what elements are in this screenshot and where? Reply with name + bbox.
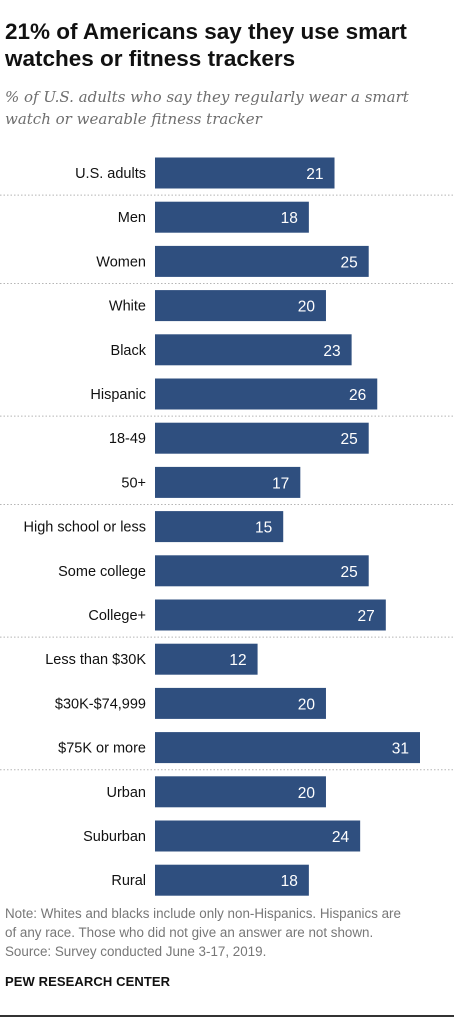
value-label-urban: 20 — [298, 785, 316, 802]
category-label-18-49: 18-49 — [109, 431, 146, 447]
category-label-some-college: Some college — [58, 564, 146, 580]
bar-30k-74-999 — [155, 687, 326, 719]
bar-hispanic — [155, 378, 378, 410]
bar-u-s-adults — [155, 157, 335, 189]
value-label-high-school-or-less: 15 — [255, 520, 272, 537]
chart-title: 21% of Americans say they use smart watc… — [5, 18, 445, 72]
note-line-2: of any race. Those who did not give an a… — [5, 925, 374, 940]
chart-subtitle: % of U.S. adults who say they regularly … — [5, 86, 445, 130]
chart-note: Note: Whites and blacks include only non… — [5, 904, 449, 961]
value-label-college: 27 — [358, 608, 375, 625]
value-label-white: 20 — [298, 299, 316, 316]
category-label-women: Women — [96, 254, 146, 270]
bar-rural — [155, 864, 309, 896]
value-label-men: 18 — [281, 210, 298, 227]
bar-urban — [155, 776, 326, 808]
category-label-75k-or-more: $75K or more — [58, 741, 146, 757]
category-label-hispanic: Hispanic — [90, 387, 146, 403]
bar-18-49 — [155, 422, 369, 454]
bar-white — [155, 290, 326, 322]
category-label-urban: Urban — [107, 785, 147, 801]
source-line: Source: Survey conducted June 3-17, 2019… — [5, 944, 267, 959]
bar-suburban — [155, 820, 361, 852]
category-label-white: White — [109, 299, 146, 315]
bar-college — [155, 599, 386, 631]
category-label-less-than-30k: Less than $30K — [45, 652, 146, 668]
chart-title-line-2: watches or fitness trackers — [5, 46, 296, 71]
bar-50 — [155, 466, 301, 498]
bar-chart: U.S. adults 21 Men 18 Women 25 White 20 Black 23 H… — [0, 157, 454, 896]
value-label-18-49: 25 — [340, 431, 357, 448]
value-label-black: 23 — [323, 343, 340, 360]
category-label-high-school-or-less: High school or less — [24, 520, 147, 536]
bar-men — [155, 201, 309, 233]
bar-less-than-30k — [155, 643, 258, 675]
chart-title-line-1: 21% of Americans say they use smart — [5, 19, 407, 44]
chart-subtitle-line-2: watch or wearable fitness tracker — [5, 110, 262, 128]
value-label-women: 25 — [340, 254, 357, 271]
category-label-suburban: Suburban — [83, 829, 146, 845]
category-label-u-s-adults: U.S. adults — [75, 166, 146, 182]
value-label-rural: 18 — [281, 873, 298, 890]
brand-label: PEW RESEARCH CENTER — [5, 974, 171, 989]
bar-women — [155, 245, 369, 277]
category-label-rural: Rural — [111, 873, 146, 889]
bar-high-school-or-less — [155, 511, 284, 543]
value-label-suburban: 24 — [332, 829, 350, 846]
value-label-75k-or-more: 31 — [392, 741, 409, 758]
category-label-college: College+ — [88, 608, 146, 624]
value-label-u-s-adults: 21 — [306, 166, 323, 183]
value-label-less-than-30k: 12 — [229, 652, 246, 669]
value-label-some-college: 25 — [340, 564, 357, 581]
value-label-50: 17 — [272, 475, 289, 492]
bar-black — [155, 334, 352, 366]
value-label-hispanic: 26 — [349, 387, 366, 404]
bar-some-college — [155, 555, 369, 587]
bottom-divider — [0, 1015, 454, 1017]
value-label-30k-74-999: 20 — [298, 696, 316, 713]
chart-subtitle-line-1: % of U.S. adults who say they regularly … — [5, 88, 409, 106]
category-label-50: 50+ — [121, 475, 146, 491]
category-label-30k-74-999: $30K-$74,999 — [55, 696, 146, 712]
bar-75k-or-more — [155, 732, 420, 764]
category-label-black: Black — [111, 343, 147, 359]
category-label-men: Men — [118, 210, 146, 226]
note-line-1: Note: Whites and blacks include only non… — [5, 906, 401, 921]
